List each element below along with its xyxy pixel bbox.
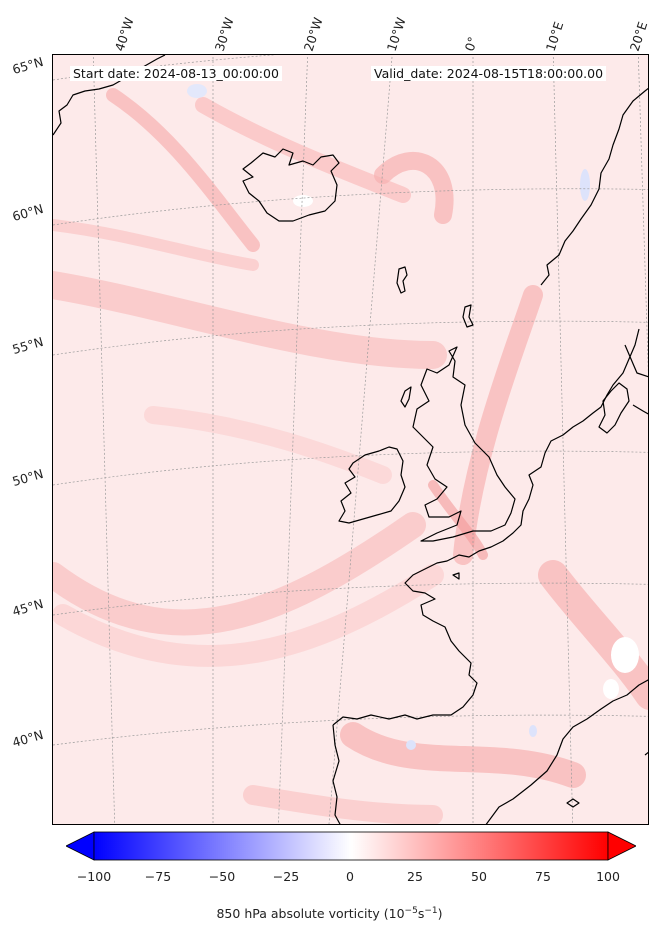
lat-label-65n: 65°N [10,53,45,78]
baltic-coast [632,404,648,415]
colorbar-label-mid: s [417,906,425,922]
greenland-coast [53,55,166,136]
colorbar-tick: 0 [346,869,354,884]
vorticity-band [374,151,454,224]
lon-label-20w: 20°W [300,15,326,53]
meridian-line [552,55,574,824]
white-patch [293,195,313,207]
colorbar-label-exp1: −5 [404,906,418,916]
lon-label-40w: 40°W [111,15,137,53]
vorticity-map[interactable] [52,54,649,825]
vorticity-band [340,722,586,788]
colorbar-tick: 25 [407,869,423,884]
colorbar-label-suffix: ) [437,906,443,922]
iceland-coast [242,148,340,222]
vorticity-band [195,97,411,203]
norway-coast [540,87,648,286]
vorticity-band [144,406,392,484]
hebrides-coast [400,386,412,408]
colorbar-tick: 50 [471,869,487,884]
colorbar-gradient [93,831,609,861]
lat-label-60n: 60°N [10,200,45,225]
lon-label-0: 0° [461,34,481,53]
vorticity-band [538,560,648,710]
colorbar-high-extend [607,831,636,861]
colorbar-label-prefix: 850 hPa absolute vorticity (10 [216,906,405,922]
sweden-coast [624,344,648,378]
lat-label-50n: 50°N [10,465,45,490]
europe-coast [332,328,640,726]
vorticity-band [53,219,259,271]
channel-island-coast [452,572,460,580]
faroe-coast [396,266,408,294]
vorticity-band [243,785,443,824]
balearic-coast [566,798,580,808]
meridian-line [328,55,393,824]
coastlines [53,55,648,824]
parallel-line [53,188,648,226]
negative-vorticity-patches [187,84,590,750]
zero-vorticity-patches [293,195,639,699]
start-date-label: Start date: 2024-08-13_00:00:00 [70,66,282,81]
lon-label-10e: 10°E [542,19,567,53]
great-britain-coast [412,346,516,542]
colorbar-tick: −25 [272,869,300,884]
colorbar-label-exp2: −1 [424,906,438,916]
ireland-coast [338,446,406,524]
colorbar-low-extend [66,831,95,861]
parallel-line [53,582,648,616]
vorticity-shading [53,88,648,824]
shetland-coast [462,304,474,328]
lat-label-55n: 55°N [10,333,45,358]
lon-label-20e: 20°E [626,19,651,53]
colorbar [66,831,636,861]
vorticity-band [53,564,444,667]
white-patch [611,637,639,673]
vorticity-band [428,480,488,560]
parallel-line [53,714,648,746]
colorbar-tick: 75 [535,869,551,884]
vorticity-band [53,271,447,369]
lon-label-10w: 10°W [383,15,409,53]
colorbar-tick: −75 [144,869,172,884]
vorticity-band [453,285,543,565]
corsica-coast [644,751,648,756]
denmark-coast [598,382,630,434]
colorbar-tick: 100 [596,869,620,884]
valid-date-label: Valid_date: 2024-08-15T18:00:00.00 [371,66,607,81]
colorbar-tick: −50 [208,869,236,884]
lon-label-30w: 30°W [211,15,237,53]
iberia-coast [332,724,341,824]
vorticity-band [53,512,426,636]
parallel-line [53,450,648,486]
negative-patch [406,740,416,750]
lat-label-45n: 45°N [10,595,45,620]
vorticity-band [106,88,260,252]
graticule [53,55,648,824]
negative-patch [187,84,207,98]
negative-patch [529,725,537,737]
colorbar-tick: −100 [76,869,112,884]
meridian-line [92,55,116,824]
colorbar-label: 850 hPa absolute vorticity (10−5s−1) [0,906,659,921]
negative-patch [580,169,590,201]
map-canvas [53,55,648,824]
lat-label-40n: 40°N [10,726,45,751]
white-patch [603,679,619,699]
mediterranean-coast [485,679,648,824]
parallel-line [53,320,648,356]
